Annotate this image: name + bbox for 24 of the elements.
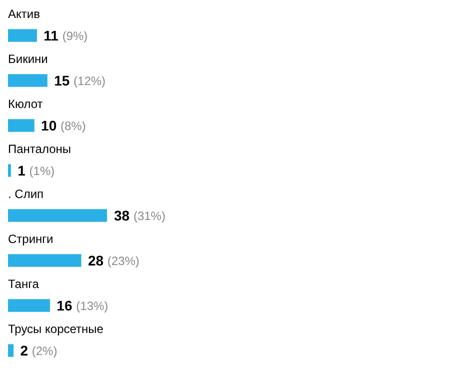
data-label: 2 (2%) bbox=[20, 342, 58, 358]
data-label: 28 (23%) bbox=[88, 252, 140, 268]
y-tick-label: Бикини bbox=[8, 52, 48, 66]
bar bbox=[8, 344, 14, 357]
y-tick-label: Трусы корсетные bbox=[8, 322, 104, 336]
data-label: 15 (12%) bbox=[54, 72, 106, 88]
data-label: 38 (31%) bbox=[114, 207, 166, 224]
data-label: 1 (1%) bbox=[18, 162, 55, 178]
data-label: 16 (13%) bbox=[56, 297, 108, 314]
y-tick-label: Стринги bbox=[8, 232, 54, 246]
bar bbox=[8, 164, 11, 177]
y-tick-label: Кюлот bbox=[8, 96, 44, 111]
y-tick-label: Танга bbox=[8, 276, 40, 291]
bar bbox=[8, 29, 37, 42]
bar bbox=[8, 119, 34, 132]
bar bbox=[8, 74, 48, 87]
data-label: 10 (8%) bbox=[41, 117, 86, 134]
bar bbox=[8, 254, 82, 267]
bar bbox=[8, 209, 107, 222]
y-tick-label: . Слип bbox=[8, 186, 44, 201]
bar bbox=[8, 299, 50, 312]
data-label: 11 (9%) bbox=[44, 27, 88, 44]
y-tick-label: Актив bbox=[8, 6, 40, 21]
y-tick-label: Панталоны bbox=[8, 142, 72, 156]
